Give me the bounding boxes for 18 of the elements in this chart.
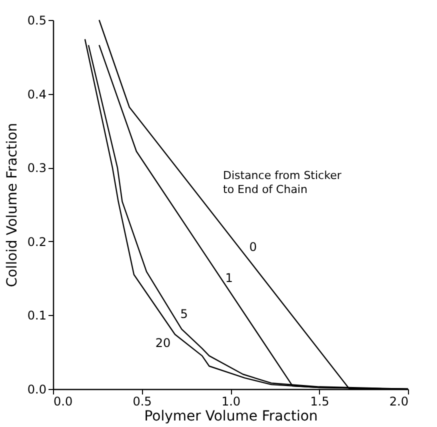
y-tick-label: 0.5 — [27, 14, 46, 28]
y-tick-label: 0.3 — [27, 161, 46, 176]
x-tick-label: 0.5 — [132, 394, 152, 408]
x-tick-label: 1.5 — [310, 394, 330, 408]
annotation: Distance from Sticker to End of Chain — [223, 169, 342, 196]
x-tick-label: 1.0 — [221, 394, 241, 408]
x-tick-label: 2.0 — [389, 394, 408, 408]
x-axis-title: Polymer Volume Fraction — [144, 408, 318, 424]
y-tick-label: 0.0 — [27, 382, 46, 396]
series-label: 5 — [180, 307, 188, 321]
y-tick-label: 0.2 — [27, 234, 46, 249]
series-label: 20 — [155, 336, 171, 350]
series-label: 0 — [249, 240, 257, 254]
x-tick-label: 0.0 — [54, 394, 73, 408]
series-label: 1 — [225, 271, 233, 285]
y-tick-label: 0.4 — [27, 87, 46, 102]
y-tick-label: 0.1 — [27, 308, 46, 323]
y-axis-title: Colloid Volume Fraction — [4, 122, 20, 288]
